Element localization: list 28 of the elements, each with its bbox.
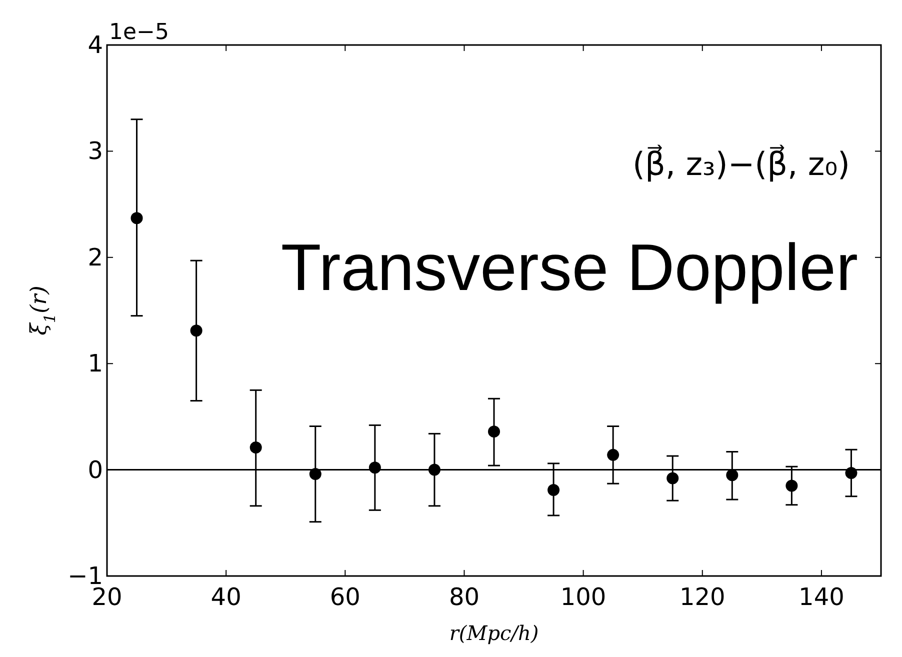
point [666,472,679,484]
y-tick-label: 0 [88,456,103,484]
point [250,442,262,454]
point [726,469,738,482]
point [368,462,381,474]
annotation: Transverse Doppler [280,230,858,304]
x-tick-label: 60 [330,583,360,611]
x-tick-label: 40 [210,583,242,611]
annotation: (β⃗, z₃)−(β⃗, z₀) [632,144,850,183]
point [130,212,143,224]
x-tick-label: 80 [448,583,480,611]
x-tick-label: 120 [679,583,726,611]
point [548,484,560,496]
point [845,466,858,479]
x-axis-title: r(Mpc/h) [449,621,539,645]
point [786,480,798,492]
point [607,448,620,461]
y-tick-label: 1 [88,350,103,378]
point [309,468,322,480]
x-tick-label: 100 [560,583,606,611]
point [428,464,440,476]
y-tick-label: 2 [88,243,103,272]
y-tick-label: 3 [88,137,103,166]
point [190,324,202,337]
y-tick-label: 4 [88,31,103,59]
point [488,426,500,438]
text: 1e−5 [109,20,169,45]
x-tick-label: 140 [798,583,844,611]
